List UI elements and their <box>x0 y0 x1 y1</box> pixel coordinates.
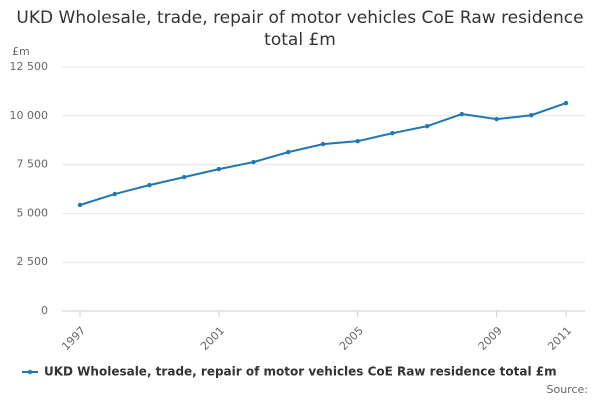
legend-marker <box>27 369 33 375</box>
line <box>79 102 567 206</box>
point <box>216 166 222 172</box>
y-tick-label: 2 500 <box>17 255 49 268</box>
chart-title: UKD Wholesale, trade, repair of motor ve… <box>16 8 583 50</box>
point <box>286 149 291 155</box>
source: Source: <box>547 383 589 396</box>
y-tick-label: 7 500 <box>17 158 49 171</box>
point <box>320 141 326 147</box>
point <box>147 182 152 188</box>
point <box>459 111 465 117</box>
point <box>494 116 499 122</box>
point <box>77 202 83 208</box>
point <box>251 159 256 165</box>
y-tick-label: 0 <box>41 304 48 317</box>
y-tick-label: 12 500 <box>10 60 49 73</box>
x-tick-label: 2009 <box>476 324 505 353</box>
legend-label: UKD Wholesale, trade, repair of motor ve… <box>44 365 557 379</box>
point <box>181 174 187 180</box>
point <box>390 130 395 136</box>
y-axis-label: £m <box>12 45 30 58</box>
point <box>424 123 430 129</box>
y-tick-label: 5 000 <box>17 206 49 219</box>
x-tick-label: 2005 <box>337 324 366 353</box>
x-tick-label: 1997 <box>59 324 88 353</box>
point <box>563 100 569 106</box>
y-tick-label: 10 000 <box>10 109 49 122</box>
point <box>355 138 360 144</box>
point <box>112 191 117 197</box>
point <box>529 113 534 118</box>
x-tick-label: 2011 <box>545 324 574 353</box>
x-tick-label: 2001 <box>198 324 227 353</box>
